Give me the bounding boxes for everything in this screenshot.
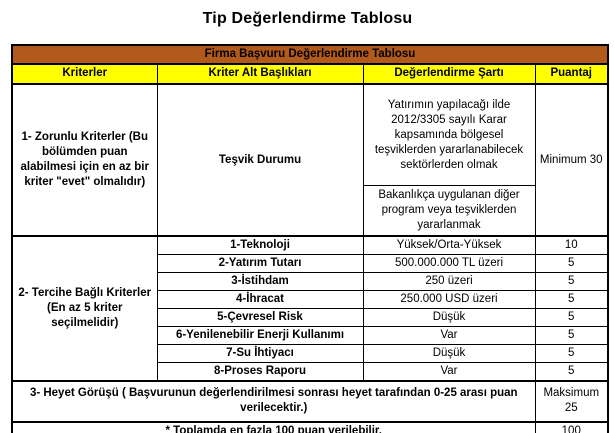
column-header-puantaj: Puantaj — [534, 63, 609, 85]
section2-puan-cell-2: 5 — [534, 254, 609, 274]
section2-sart-cell-5: Düşük — [362, 308, 536, 327]
section3-puantaj-cell: Maksimum 25 — [534, 379, 609, 423]
section2-row-8: 8-Proses Raporu Var 5 — [12, 361, 609, 382]
section1-row-2: Bakanlıkça uygulanan diğer program veya … — [12, 185, 608, 237]
page-title: Tip Değerlendirme Tablosu — [202, 10, 413, 27]
section2-row-7: 7-Su İhtiyacı Düşük 5 — [12, 343, 609, 363]
section3-row: 3- Heyet Görüşü ( Başvurunun değerlendir… — [11, 379, 609, 423]
section2-sart-cell-7: Düşük — [362, 343, 536, 363]
section2-sart-cell-1: Yüksek/Orta-Yüksek — [362, 235, 536, 256]
section2-sart-cell-2: 500.000.000 TL üzeri — [362, 254, 536, 274]
section2-puan-cell-3: 5 — [534, 272, 609, 292]
table-title-row: Firma Başvuru Değerlendirme Tablosu — [11, 44, 609, 65]
column-header-kriterler: Kriterler — [11, 63, 158, 85]
section2-alt-cell-2: 2-Yatırım Tutarı — [156, 254, 364, 274]
section2-row-1: 2- Tercihe Bağlı Kriterler (En az 5 krit… — [11, 235, 609, 382]
section2-sart-cell-3: 250 üzeri — [362, 272, 536, 292]
section2-puan-cell-5: 5 — [534, 308, 609, 327]
section1-puantaj-cell: Minimum 30 — [534, 83, 609, 237]
footer-label-cell: * Toplamda en fazla 100 puan verilebilir… — [11, 420, 536, 433]
column-header-row: Kriterler Kriter Alt Başlıkları Değerlen… — [11, 63, 609, 85]
section2-puan-cell-7: 5 — [534, 343, 609, 363]
footer-row: * Toplamda en fazla 100 puan verilebilir… — [11, 420, 609, 433]
table-title: Firma Başvuru Değerlendirme Tablosu — [11, 44, 609, 65]
section1-row-1: 1- Zorunlu Kriterler (Bu bölümden puan a… — [11, 83, 609, 237]
section1-alt-baslik-cell: Teşvik Durumu — [156, 83, 364, 237]
section2-alt-cell-6: 6-Yenilenebilir Enerji Kullanımı — [156, 325, 364, 345]
section2-alt-cell-4: 4-İhracat — [156, 290, 364, 309]
evaluation-table: Firma Başvuru Değerlendirme Tablosu Krit… — [11, 44, 609, 433]
section2-alt-cell-3: 3-İstihdam — [156, 272, 364, 292]
section2-row-5: 5-Çevresel Risk Düşük 5 — [12, 308, 609, 327]
section1-sart2-cell: Bakanlıkça uygulanan diğer program veya … — [362, 185, 536, 237]
section1-sart1-cell: Yatırımın yapılacağı ilde 2012/3305 sayı… — [362, 83, 536, 187]
section2-kriter-cell: 2- Tercihe Bağlı Kriterler (En az 5 krit… — [11, 235, 158, 382]
section2-sart-cell-4: 250.000 USD üzeri — [362, 290, 536, 309]
column-header-alt-basliklar: Kriter Alt Başlıkları — [156, 63, 364, 85]
section2-alt-cell-1: 1-Teknoloji — [156, 235, 364, 256]
section3-kriter-cell: 3- Heyet Görüşü ( Başvurunun değerlendir… — [11, 379, 536, 423]
section1-kriter-cell: 1- Zorunlu Kriterler (Bu bölümden puan a… — [11, 83, 158, 237]
section2-alt-cell-5: 5-Çevresel Risk — [156, 308, 364, 327]
section2-sart-cell-8: Var — [362, 361, 536, 382]
section2-puan-cell-8: 5 — [534, 361, 609, 382]
section2-puan-cell-6: 5 — [534, 325, 609, 345]
section2-puan-cell-4: 5 — [534, 290, 609, 309]
section2-alt-cell-7: 7-Su İhtiyacı — [156, 343, 364, 363]
section2-puan-cell-1: 10 — [534, 235, 609, 256]
column-header-degerlendirme-sarti: Değerlendirme Şartı — [362, 63, 536, 85]
section2-sart-cell-6: Var — [362, 325, 536, 345]
section2-alt-cell-8: 8-Proses Raporu — [156, 361, 364, 382]
footer-puantaj-cell: 100 — [534, 420, 609, 433]
